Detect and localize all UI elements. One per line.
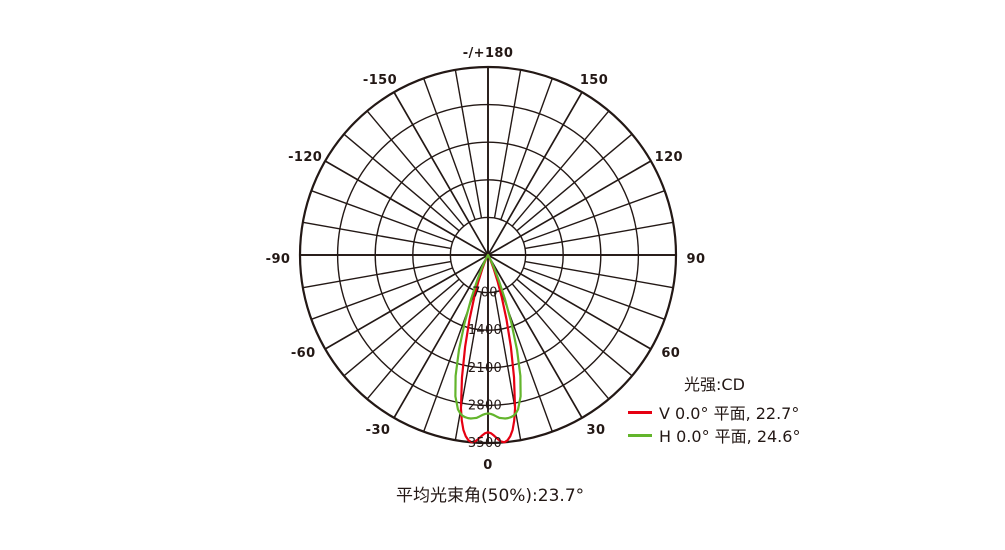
legend-swatch-h xyxy=(628,433,652,437)
angle-label-0: 0 xyxy=(483,458,492,473)
curve-v xyxy=(459,253,517,444)
legend-label-v: V 0.0° 平面, 22.7° xyxy=(659,404,800,423)
ring-label-700: 700 xyxy=(472,286,498,301)
legend-label-h: H 0.0° 平面, 24.6° xyxy=(659,427,801,446)
legend-entry-v: V 0.0° 平面, 22.7° xyxy=(628,400,799,424)
curve-h xyxy=(454,253,522,420)
angle-label-120: 120 xyxy=(655,150,683,165)
angle-label-90: 90 xyxy=(687,252,706,267)
ring-label-2100: 2100 xyxy=(468,361,502,376)
angle-label-_150: -150 xyxy=(363,73,397,88)
angle-label-_30: -30 xyxy=(366,423,391,438)
legend-entry-h: H 0.0° 平面, 24.6° xyxy=(628,423,800,447)
angle-label-___180: -/+180 xyxy=(463,46,514,61)
legend-swatch-v xyxy=(628,410,652,414)
angle-label-150: 150 xyxy=(580,73,608,88)
angle-tick-labels: 0 30 60 90 120 150 -/+180 -150 -120 -90 -60 -30 xyxy=(266,46,706,473)
legend-unit-title: 光强:CD xyxy=(684,375,745,394)
polar-grid xyxy=(298,65,678,445)
radial-tick-labels: 700 1400 2100 2800 3500 xyxy=(468,286,502,451)
intensity-curves xyxy=(454,253,522,444)
angle-label-60: 60 xyxy=(661,346,680,361)
angle-label-_120: -120 xyxy=(288,150,322,165)
angle-label-_60: -60 xyxy=(291,346,316,361)
ring-label-1400: 1400 xyxy=(468,323,502,338)
angle-label-30: 30 xyxy=(587,423,606,438)
angle-label-_90: -90 xyxy=(266,252,291,267)
ring-label-2800: 2800 xyxy=(468,398,502,413)
ring-label-3500: 3500 xyxy=(468,436,502,451)
beam-angle-caption: 平均光束角(50%):23.7° xyxy=(396,486,585,506)
